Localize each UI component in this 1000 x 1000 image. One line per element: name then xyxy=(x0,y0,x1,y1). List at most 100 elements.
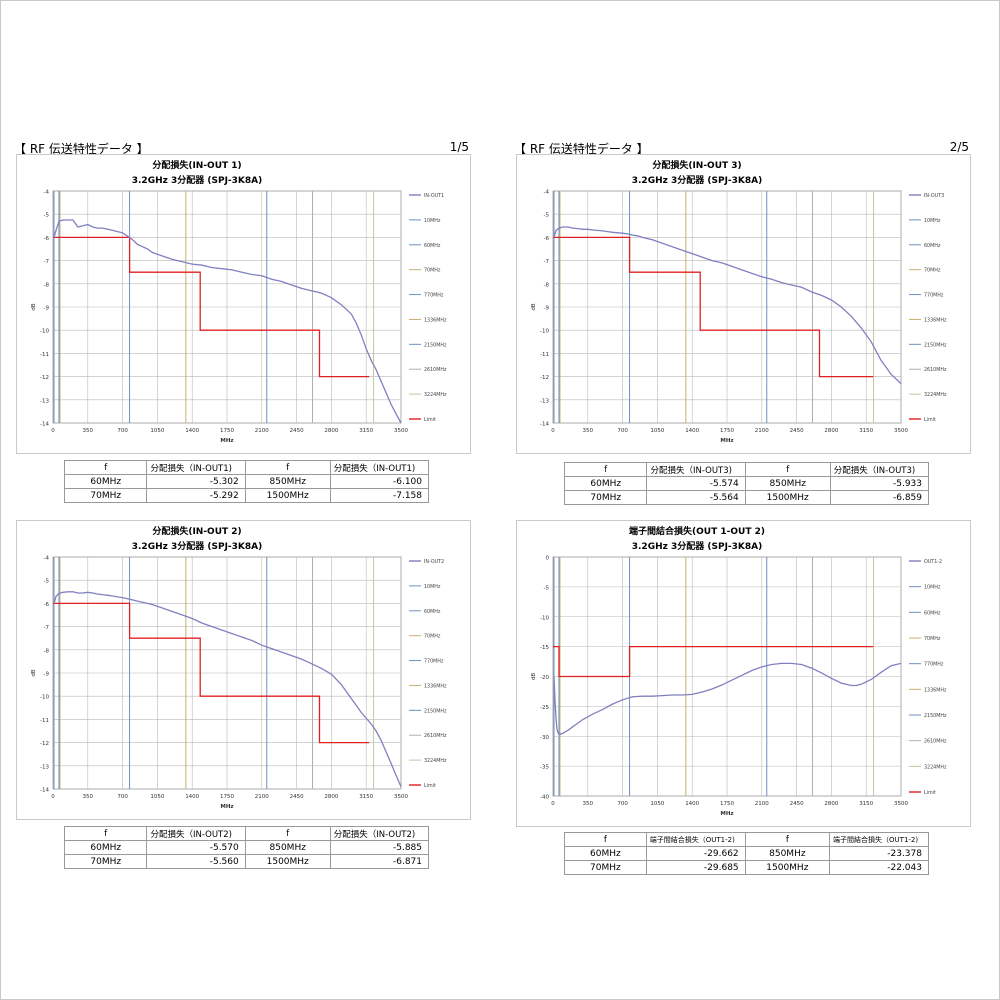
table-header-cell: f xyxy=(564,832,647,847)
x-axis-label: MHz xyxy=(220,804,233,810)
panel-in-out1: 【 RF 伝送特性データ 】 1/5 分配損失(IN-OUT 1) 3.2GHz… xyxy=(14,140,471,503)
chart-svg: 0-5-10-15-20-25-30-35-400 350 700 1050 1400 1… xyxy=(531,556,947,818)
x-tick-label: 3500 xyxy=(894,801,908,807)
table-cell: -5.564 xyxy=(646,490,746,505)
y-tick-label: -5 xyxy=(44,579,50,585)
chart-box: 端子間結合損失(OUT 1-OUT 2) 3.2GHz 3分配器 (SPJ-3K… xyxy=(516,520,971,827)
table-cell: 60MHz xyxy=(63,840,148,855)
legend-entry: 10MHz xyxy=(924,585,941,591)
table-header-cell: 端子間結合損失（OUT1-2) xyxy=(829,832,929,847)
x-tick-label: 1750 xyxy=(220,428,234,434)
legend-entry: 70MHz xyxy=(424,268,441,274)
y-tick-label: -12 xyxy=(40,375,49,381)
table-cell: 70MHz xyxy=(63,488,148,503)
y-tick-label: -13 xyxy=(40,764,49,770)
legend-entry: 3224MHz xyxy=(424,392,447,398)
x-tick-label: 2450 xyxy=(790,801,804,807)
chart-title: 分配損失(IN-OUT 1) xyxy=(152,161,242,171)
y-axis-label: dB xyxy=(31,303,37,310)
section-label: 【 RF 伝送特性データ 】 xyxy=(14,142,149,156)
x-tick-label: 1400 xyxy=(685,428,699,434)
table-row: 60MHz -5.570 850MHz -5.885 xyxy=(63,840,430,855)
table-row: 70MHz -29.685 1500MHz -22.043 xyxy=(564,860,929,875)
y-tick-label: -13 xyxy=(540,398,549,404)
legend-entry: 2610MHz xyxy=(924,739,947,745)
x-tick-label: 2800 xyxy=(324,794,338,800)
x-tick-label: 1400 xyxy=(685,801,699,807)
y-tick-label: -4 xyxy=(44,190,50,196)
table-header-row: f 分配損失（IN-OUT1) f 分配損失（IN-OUT1) xyxy=(63,460,430,475)
x-tick-label: 1400 xyxy=(185,794,199,800)
x-tick-label: 3500 xyxy=(394,794,408,800)
table-cell: 1500MHz xyxy=(244,854,331,869)
legend-entry: 2610MHz xyxy=(424,367,447,373)
y-tick-label: -30 xyxy=(540,735,549,741)
table-header-cell: 分配損失（IN-OUT3) xyxy=(646,462,746,477)
x-tick-label: 0 xyxy=(551,428,555,434)
y-tick-label: -13 xyxy=(40,398,49,404)
table-row: 60MHz -29.662 850MHz -23.378 xyxy=(564,846,929,861)
table-header-cell: 分配損失（IN-OUT3) xyxy=(829,462,930,477)
y-tick-label: -10 xyxy=(40,695,49,701)
limit-line xyxy=(553,645,874,678)
table-cell: 60MHz xyxy=(564,846,647,861)
chart-subtitle: 3.2GHz 3分配器 (SPJ-3K8A) xyxy=(631,542,763,552)
legend-entry: 2150MHz xyxy=(924,713,947,719)
table-header-cell: 分配損失（IN-OUT1) xyxy=(329,460,430,475)
panel-in-out2: 分配損失(IN-OUT 2) 3.2GHz 3分配器 (SPJ-3K8A) -4… xyxy=(14,520,471,870)
table-cell: 1500MHz xyxy=(744,860,831,875)
x-tick-label: 0 xyxy=(51,428,55,434)
x-tick-label: 1050 xyxy=(650,801,664,807)
x-tick-label: 350 xyxy=(583,801,594,807)
x-tick-label: 2450 xyxy=(790,428,804,434)
y-tick-label: -7 xyxy=(44,625,50,631)
table-cell: -5.292 xyxy=(146,488,246,503)
table-cell: -6.871 xyxy=(329,854,430,869)
x-tick-label: 2800 xyxy=(824,428,838,434)
y-tick-label: -5 xyxy=(544,213,550,219)
table-cell: 850MHz xyxy=(244,840,331,855)
x-tick-label: 350 xyxy=(583,428,594,434)
y-tick-label: -9 xyxy=(44,306,50,312)
section-label: 【 RF 伝送特性データ 】 xyxy=(514,142,649,156)
y-tick-label: -12 xyxy=(540,375,549,381)
series-line xyxy=(553,662,902,735)
legend-entry: 3224MHz xyxy=(424,758,447,764)
x-tick-label: 2800 xyxy=(324,428,338,434)
chart-subtitle: 3.2GHz 3分配器 (SPJ-3K8A) xyxy=(131,542,263,552)
y-tick-label: -4 xyxy=(44,556,50,562)
table-cell: -5.885 xyxy=(329,840,430,855)
y-tick-label: -4 xyxy=(544,190,550,196)
x-tick-label: 0 xyxy=(51,794,55,800)
x-tick-label: 1050 xyxy=(650,428,664,434)
limit-line xyxy=(53,602,370,744)
legend-entry: 1336MHz xyxy=(424,683,447,689)
x-tick-label: 2450 xyxy=(290,794,304,800)
data-table: f 端子間結合損失（OUT1-2) f 端子間結合損失（OUT1-2) 60MHz -29… xyxy=(564,832,929,875)
y-tick-label: -6 xyxy=(44,236,50,242)
chart-svg: -4 -5 -6 -7 -8 -9 -10 -11 -12 -13 -140 350 700 1050 14… xyxy=(531,190,947,445)
table-cell: 850MHz xyxy=(744,846,831,861)
legend-entry: 3224MHz xyxy=(924,392,947,398)
table-header-cell: 分配損失（IN-OUT1) xyxy=(146,460,246,475)
table-row: 60MHz -5.302 850MHz -6.100 xyxy=(63,474,430,489)
limit-line xyxy=(53,236,370,378)
x-tick-label: 3150 xyxy=(859,428,873,434)
chart-title: 分配損失(IN-OUT 2) xyxy=(152,527,242,537)
data-table: f 分配損失（IN-OUT1) f 分配損失（IN-OUT1) 60MHz -5.302 8… xyxy=(63,460,430,503)
table-header-row: f 分配損失（IN-OUT2) f 分配損失（IN-OUT2) xyxy=(63,826,430,841)
legend-entry: IN-OUT3 xyxy=(924,193,944,199)
y-tick-label: -35 xyxy=(540,765,549,771)
table-header-row: f 端子間結合損失（OUT1-2) f 端子間結合損失（OUT1-2) xyxy=(564,832,929,847)
y-tick-label: -7 xyxy=(544,259,550,265)
y-tick-label: -11 xyxy=(40,718,49,724)
legend-entry: Limit xyxy=(924,790,936,796)
x-tick-label: 3150 xyxy=(359,428,373,434)
x-tick-label: 1750 xyxy=(220,794,234,800)
x-tick-label: 3500 xyxy=(394,428,408,434)
legend-entry: 2150MHz xyxy=(424,342,447,348)
page-number: 2/5 xyxy=(949,140,969,154)
chart-svg: -4 -5 -6 -7 -8 -9 -10 -11 -12 -13 -140 350 700 1050 14… xyxy=(31,556,447,811)
data-table: f 分配損失（IN-OUT3) f 分配損失（IN-OUT3) 60MHz -5.574 8… xyxy=(563,462,930,505)
table-cell: 1500MHz xyxy=(744,490,831,505)
